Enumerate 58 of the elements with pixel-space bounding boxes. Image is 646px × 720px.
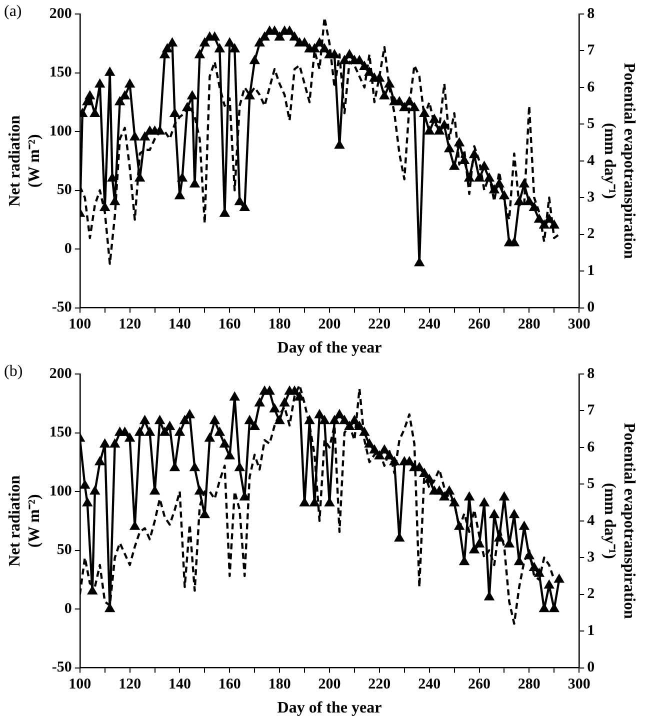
x-tick-label: 200 [318,316,341,333]
x-tick-label: 160 [218,316,241,333]
y2-tick-label: 4 [587,512,596,529]
y-tick-label: 0 [64,600,72,617]
x-tick-label: 120 [118,676,142,693]
x-axis-title: Day of the year [277,700,382,717]
y2-tick-label: 2 [587,586,595,602]
y2-tick-label: 0 [587,660,595,676]
x-tick-label: 220 [368,316,391,333]
y-tick-label: -50 [52,660,72,676]
y-tick-label: 50 [56,542,72,558]
y-tick-label: 50 [56,182,72,198]
x-tick-label: 300 [568,316,590,333]
y-tick-label: 0 [64,240,72,257]
y-tick-label: 150 [49,64,72,81]
x-tick-label: 140 [168,316,191,333]
y-tick-label: -50 [52,300,72,316]
y2-tick-label: 3 [587,550,595,566]
y-axis-title: Net radiation (W m⁻²) [6,115,43,206]
y2-tick-label: 1 [587,262,595,279]
x-tick-label: 180 [268,676,291,693]
y2-tick-label: 5 [587,476,595,492]
y-axis-title: Net radiation (W m⁻²) [6,475,43,566]
x-tick-label: 160 [218,676,241,693]
y2-tick-label: 6 [587,79,596,96]
y2-tick-label: 8 [587,6,595,22]
y2-tick-label: 7 [587,42,596,59]
y2-axis-title: Potential evapotranspiration (mm day⁻¹) [601,62,638,259]
x-tick-label: 300 [568,676,590,693]
y2-axis-title: Potential evapotranspiration (mm day⁻¹) [601,422,638,619]
y-tick-label: 100 [49,123,72,140]
y-tick-label: 150 [49,424,72,441]
x-tick-label: 280 [518,316,540,333]
x-tick-label: 120 [118,316,142,333]
x-tick-label: 240 [418,316,441,333]
x-axis-title: Day of the year [277,340,382,357]
x-tick-label: 220 [368,676,391,693]
y2-tick-label: 8 [587,366,595,382]
x-tick-label: 180 [268,316,291,333]
y2-tick-label: 0 [587,300,595,316]
x-tick-label: 200 [318,676,341,693]
y2-tick-label: 3 [587,190,595,206]
y-tick-label: 200 [49,366,72,382]
x-tick-label: 240 [418,676,441,693]
y2-tick-label: 6 [587,439,596,456]
x-tick-label: 140 [168,676,191,693]
text: (b) [4,363,23,380]
x-tick-label: 260 [468,316,491,333]
text: (a) [4,3,22,20]
x-tick-label: 260 [468,676,491,693]
y-tick-label: 200 [49,6,72,22]
y2-tick-label: 7 [587,402,596,419]
y-tick-label: 100 [49,483,72,500]
x-tick-label: 280 [518,676,540,693]
y2-tick-label: 1 [587,622,595,639]
y2-tick-label: 5 [587,116,595,132]
y2-tick-label: 4 [587,152,596,169]
y2-tick-label: 2 [587,226,595,242]
